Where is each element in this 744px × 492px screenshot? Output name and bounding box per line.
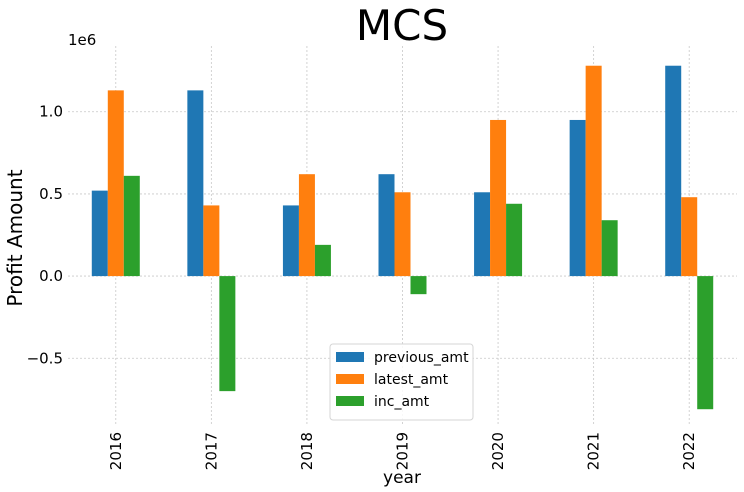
bar-inc_amt-2019 [410, 276, 427, 295]
bar-latest_amt-2016 [107, 90, 124, 277]
y-tick-label: 1.0 [39, 103, 63, 121]
bar-previous_amt-2020 [474, 192, 491, 277]
bar-latest_amt-2021 [585, 65, 602, 277]
y-tick-label: −0.5 [27, 349, 63, 367]
x-tick-label: 2021 [585, 432, 603, 470]
x-axis-label: year [383, 468, 421, 488]
bar-inc_amt-2017 [219, 276, 236, 392]
y-tick-label: 0.5 [39, 185, 63, 203]
legend-swatch-previous_amt [336, 352, 364, 362]
x-tick-label: 2017 [202, 432, 220, 470]
bar-previous_amt-2018 [282, 205, 299, 277]
bar-inc_amt-2016 [123, 175, 140, 277]
y-axis-label: Profit Amount [3, 169, 27, 306]
bar-latest_amt-2019 [394, 192, 411, 277]
bar-previous_amt-2022 [665, 65, 682, 277]
x-tick-label: 2022 [680, 432, 698, 470]
bar-latest_amt-2018 [298, 174, 315, 277]
bar-inc_amt-2018 [314, 244, 331, 277]
bar-previous_amt-2017 [187, 90, 204, 277]
bar-latest_amt-2020 [490, 119, 507, 277]
bar-inc_amt-2021 [601, 220, 618, 277]
bar-latest_amt-2017 [203, 205, 220, 277]
bar-inc_amt-2022 [697, 276, 714, 410]
legend-swatch-inc_amt [336, 396, 364, 406]
bar-inc_amt-2020 [506, 203, 523, 277]
legend-label-previous_amt: previous_amt [374, 350, 469, 366]
x-tick-label: 2016 [107, 432, 125, 470]
chart-title: MCS [356, 1, 448, 50]
x-tick-label: 2019 [394, 432, 412, 470]
y-tick-label: 0.0 [39, 267, 63, 285]
legend-label-inc_amt: inc_amt [374, 394, 430, 410]
legend-swatch-latest_amt [336, 374, 364, 384]
x-tick-label: 2018 [298, 432, 316, 470]
bar-previous_amt-2019 [378, 174, 395, 277]
bar-latest_amt-2022 [681, 197, 698, 277]
x-tick-label: 2020 [489, 432, 507, 470]
y-offset-label: 1e6 [68, 31, 96, 49]
bars [91, 65, 714, 410]
legend: previous_amt latest_amt inc_amt [329, 343, 474, 421]
legend-label-latest_amt: latest_amt [374, 372, 449, 388]
legend-box [329, 343, 474, 421]
bar-previous_amt-2016 [91, 190, 108, 277]
bar-previous_amt-2021 [569, 119, 586, 277]
tick-labels: −0.5 0.0 0.5 1.0 2016 2017 2018 2019 2020 2021 202… [27, 103, 699, 470]
